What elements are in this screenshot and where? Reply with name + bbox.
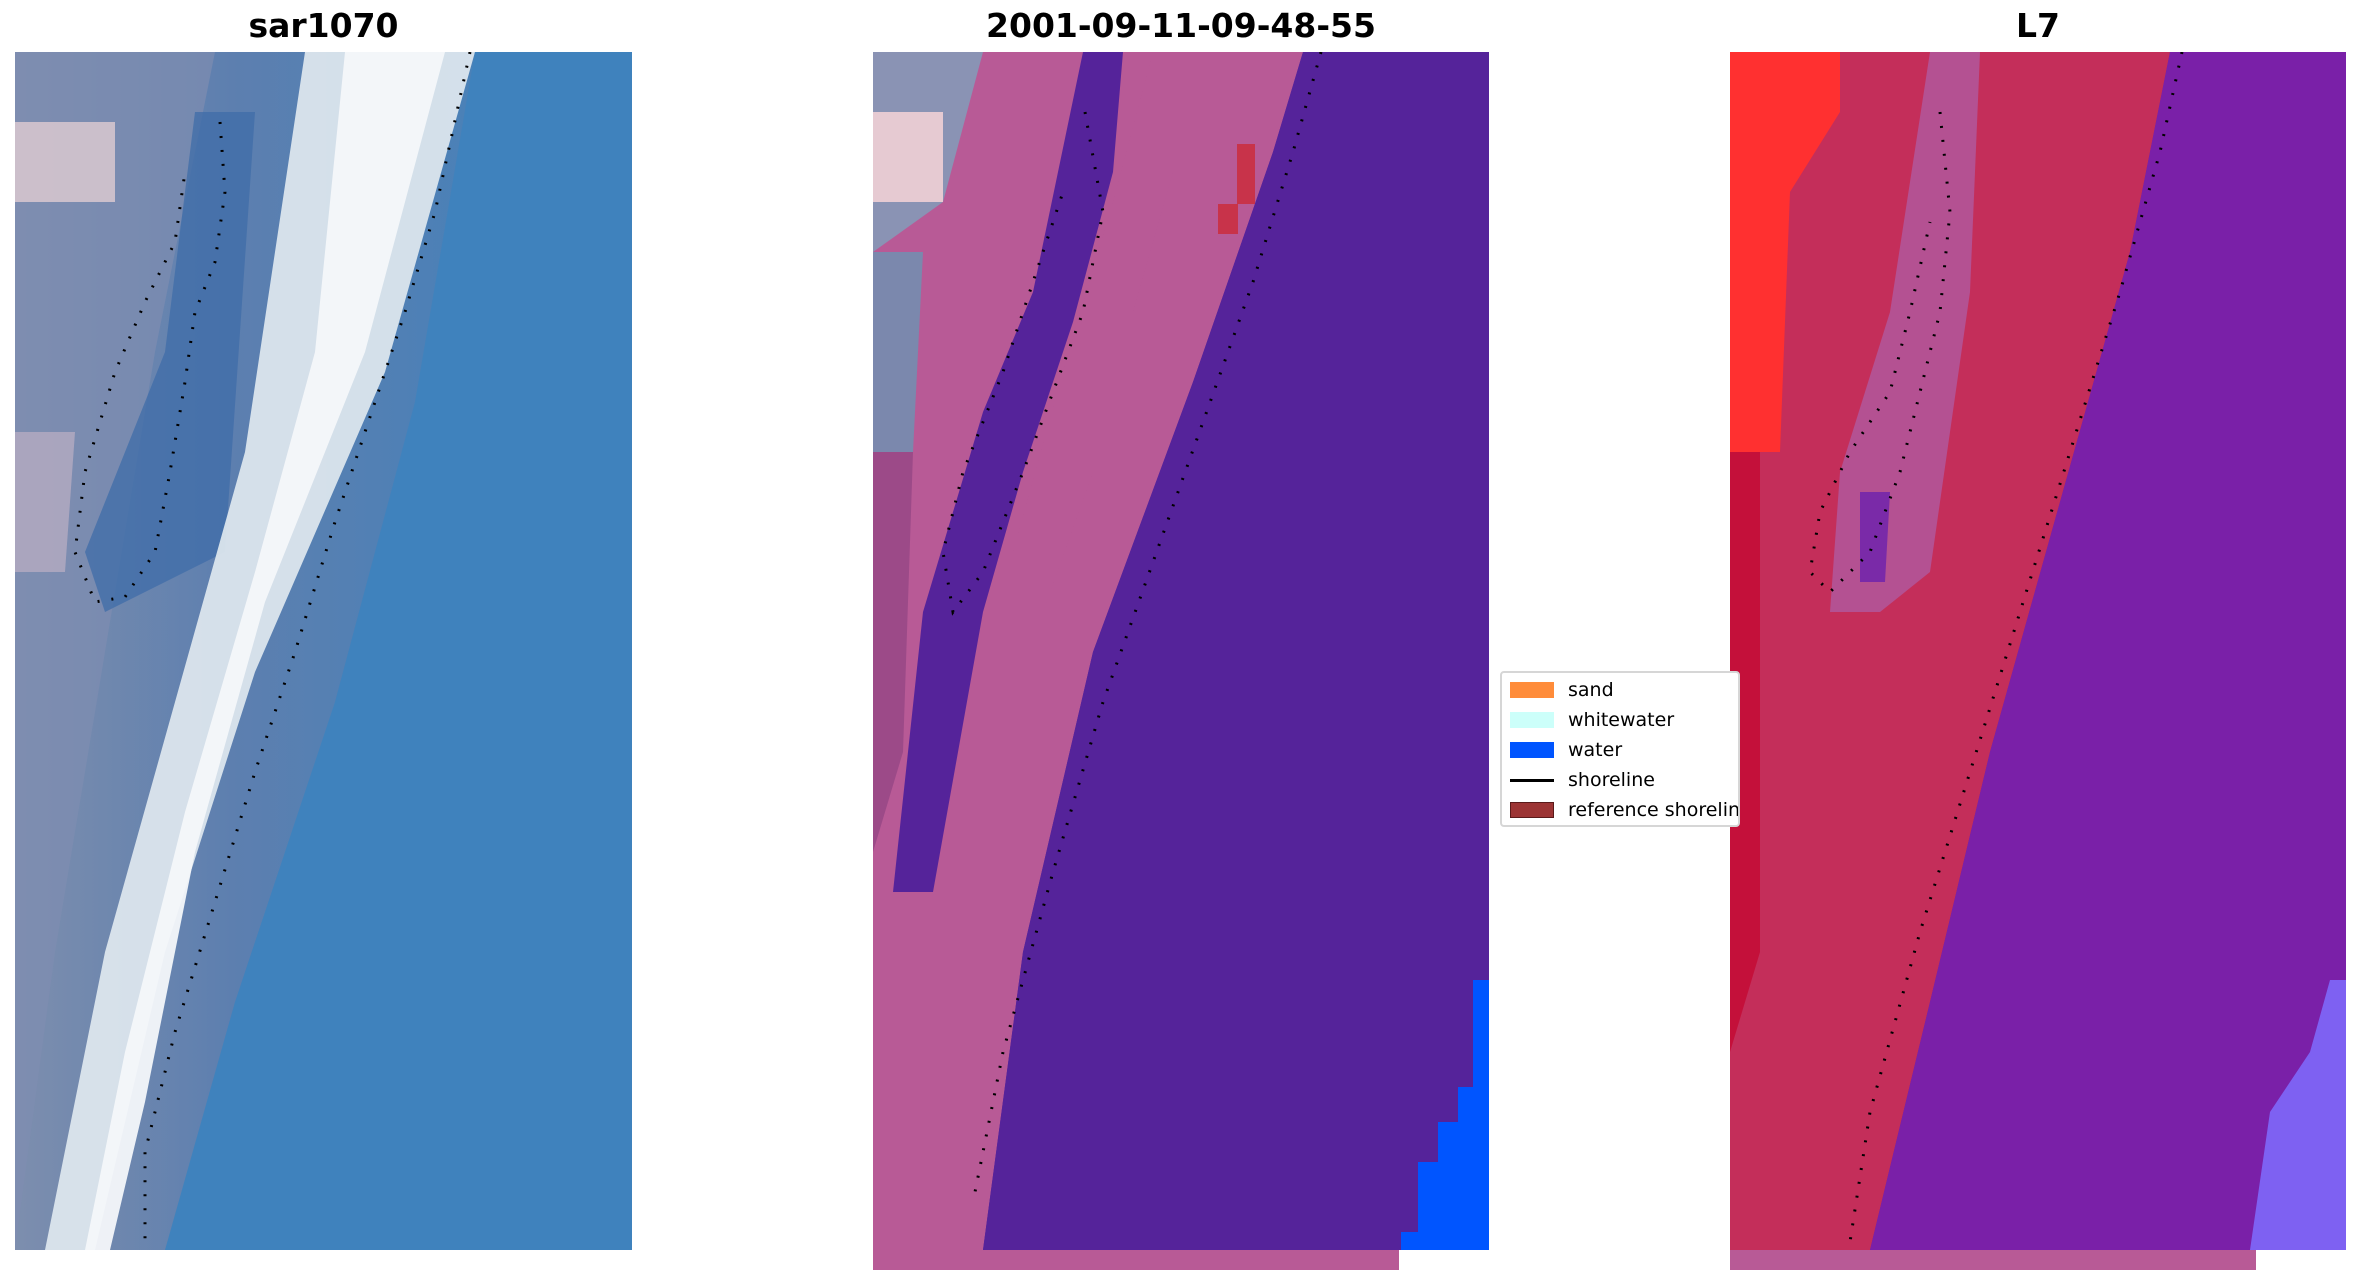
- legend-label-water: water: [1568, 739, 1623, 761]
- classified-image: [873, 52, 1489, 1270]
- panel-title-classified: 2001-09-11-09-48-55: [986, 6, 1376, 45]
- legend-label-sand: sand: [1568, 679, 1614, 701]
- shoreline-overlay-panel1: [73, 52, 472, 1250]
- legend-item-shoreline: shoreline: [1502, 765, 1738, 795]
- legend: sand whitewater water shoreline referenc…: [1500, 671, 1740, 827]
- legend-item-sand: sand: [1502, 675, 1738, 705]
- water-swatch-icon: [1510, 742, 1554, 758]
- panel-title-index: L7: [2016, 6, 2060, 45]
- shoreline-line-icon: [1510, 779, 1554, 782]
- reference-shoreline-swatch-icon: [1510, 802, 1554, 818]
- shoreline-overlay-panel2: [941, 52, 1323, 1203]
- legend-item-reference-shoreline: reference shoreline: [1502, 795, 1740, 825]
- l7-index-image: [1730, 52, 2346, 1270]
- rgb-satellite-image: [15, 52, 632, 1250]
- legend-item-water: water: [1502, 735, 1738, 765]
- legend-label-shoreline: shoreline: [1568, 769, 1655, 791]
- whitewater-swatch-icon: [1510, 712, 1554, 728]
- shoreline-overlay-panel3: [1808, 52, 2184, 1243]
- sand-swatch-icon: [1510, 682, 1554, 698]
- panel-title-rgb: sar1070: [248, 6, 399, 45]
- legend-label-reference-shoreline: reference shoreline: [1568, 799, 1740, 821]
- legend-item-whitewater: whitewater: [1502, 705, 1738, 735]
- legend-label-whitewater: whitewater: [1568, 709, 1675, 731]
